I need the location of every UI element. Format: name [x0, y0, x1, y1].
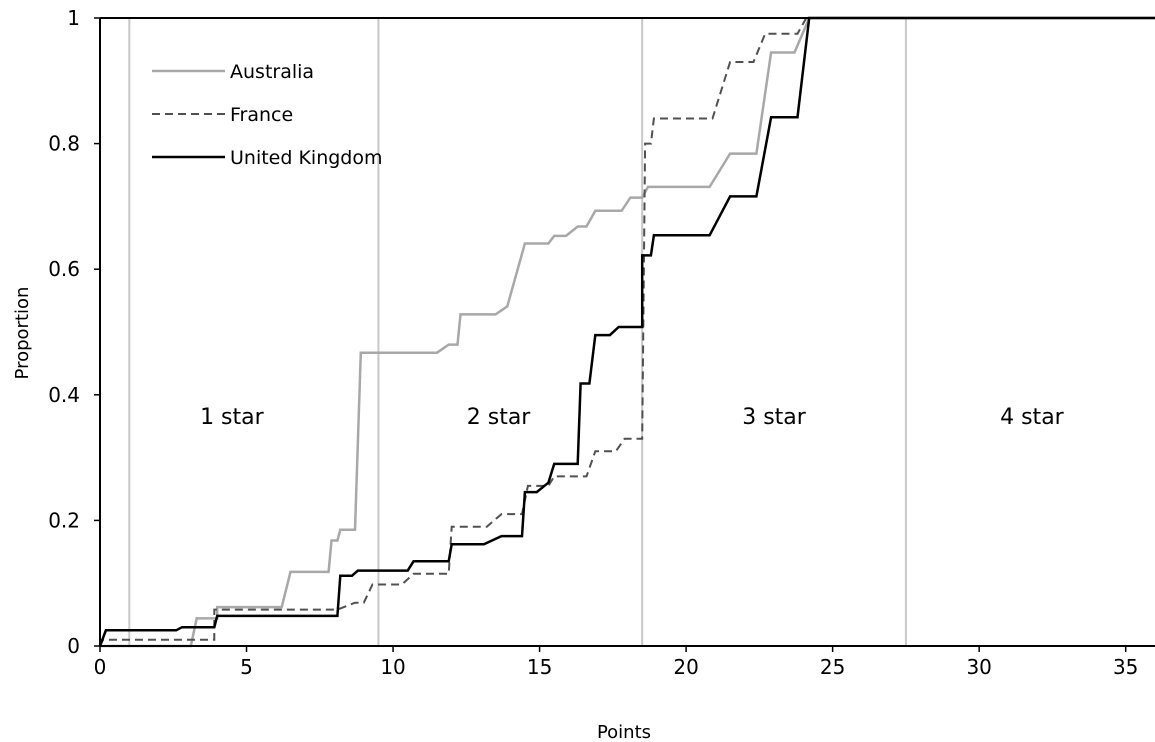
y-axis-title: Proportion: [12, 287, 33, 380]
region-label: 1 star: [200, 405, 265, 430]
series-line-australia: [100, 16, 1155, 648]
series-lines: [98, 16, 1155, 648]
y-tick-label: 0.4: [48, 383, 80, 407]
x-axis-title: Points: [597, 722, 651, 742]
y-tick-label: 0.8: [48, 132, 80, 156]
y-tick-label: 1: [67, 6, 80, 30]
x-tick-label: 30: [966, 655, 991, 679]
x-tick-labels: 0 5 10 15 20 25 30 35: [94, 646, 1138, 679]
y-tick-label: 0.6: [48, 257, 80, 281]
x-tick-label: 10: [380, 655, 405, 679]
x-tick-label: 20: [673, 655, 698, 679]
x-tick-label: 25: [820, 655, 845, 679]
y-tick-label: 0.2: [48, 508, 80, 532]
series-line-united-kingdom: [98, 16, 1155, 647]
region-label: 2 star: [467, 405, 532, 430]
legend-label: United Kingdom: [230, 147, 383, 169]
y-tick-label: 0: [67, 634, 80, 658]
threshold-lines: [128, 18, 907, 646]
legend-label: Australia: [230, 61, 314, 83]
region-label: 4 star: [1000, 405, 1065, 430]
x-tick-label: 0: [94, 655, 107, 679]
region-label: 3 star: [742, 405, 807, 430]
region-labels: 1 star 2 star 3 star 4 star: [200, 405, 1065, 430]
series-line-france: [99, 17, 1155, 647]
legend-label: France: [230, 104, 293, 126]
y-tick-labels: 0 0.2 0.4 0.6 0.8 1: [48, 6, 100, 658]
legend: Australia France United Kingdom: [152, 61, 383, 169]
x-tick-label: 35: [1113, 655, 1138, 679]
x-tick-label: 15: [527, 655, 552, 679]
x-tick-label: 5: [240, 655, 253, 679]
